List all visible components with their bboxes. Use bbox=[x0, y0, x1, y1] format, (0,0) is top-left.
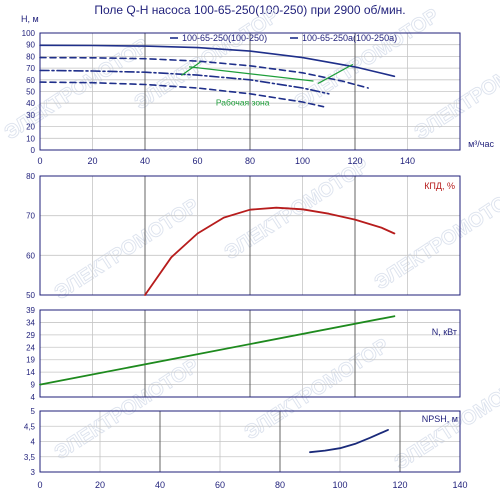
y-tick-label: 5 bbox=[31, 407, 36, 416]
watermark-text: ЭЛЕКТРОМОТОР bbox=[241, 335, 393, 445]
npsh-curve bbox=[309, 428, 389, 454]
legend-label: 100-65-250(100-250) bbox=[182, 33, 267, 43]
y-tick-label: 0 bbox=[31, 146, 36, 155]
plot-frame bbox=[39, 410, 461, 473]
y-tick-label: 90 bbox=[26, 41, 35, 50]
work-zone-pointer bbox=[189, 66, 314, 82]
y-axis-label: H, м bbox=[21, 14, 39, 24]
x-tick-label: 0 bbox=[37, 480, 42, 490]
x-tick-label: 80 bbox=[275, 480, 285, 490]
npsh-label: NPSH, м bbox=[422, 414, 458, 424]
y-tick-label: 70 bbox=[26, 64, 35, 73]
x-tick-label: 20 bbox=[87, 156, 97, 166]
legend: 100-65-250(100-250) 100-65-250a(100-250a) bbox=[170, 33, 397, 43]
y-tick-label: 80 bbox=[26, 172, 35, 181]
plot-frame bbox=[39, 309, 461, 398]
y-tick-label: 10 bbox=[26, 134, 35, 143]
efficiency-label: КПД, % bbox=[424, 181, 455, 191]
y-tick-label: 9 bbox=[31, 381, 36, 390]
x-tick-label: 20 bbox=[95, 480, 105, 490]
y-tick-label: 19 bbox=[26, 356, 35, 365]
power-label: N, кВт bbox=[432, 327, 457, 337]
x-axis-label: м³/час bbox=[468, 139, 494, 149]
plot-frame bbox=[39, 175, 461, 296]
x-tick-label: 120 bbox=[347, 156, 362, 166]
y-tick-label: 4,5 bbox=[24, 422, 36, 431]
watermark-text: ЭЛЕКТРОМОТОР bbox=[1, 35, 153, 145]
work-zone-label: Рабочая зона bbox=[216, 98, 270, 108]
y-tick-label: 30 bbox=[26, 111, 35, 120]
work-zone-boundary bbox=[317, 63, 353, 84]
y-tick-label: 50 bbox=[26, 88, 35, 97]
y-tick-label: 3 bbox=[31, 468, 36, 477]
y-tick-label: 60 bbox=[26, 76, 35, 85]
y-tick-label: 14 bbox=[26, 368, 35, 377]
legend-label: 100-65-250a(100-250a) bbox=[302, 33, 397, 43]
y-tick-label: 4 bbox=[31, 438, 36, 447]
y-tick-label: 34 bbox=[26, 318, 35, 327]
y-tick-label: 80 bbox=[26, 52, 35, 61]
panel-npsh: 3 3,5 4 4,5 5 NPSH, м 0 20 40 60 80 100 120 140 bbox=[24, 407, 468, 490]
watermark-text: ЭЛЕКТРОМОТОР bbox=[411, 35, 500, 145]
x-tick-label: 100 bbox=[295, 156, 310, 166]
y-tick-label: 60 bbox=[26, 251, 35, 260]
x-tick-label: 60 bbox=[215, 480, 225, 490]
chart-title: Поле Q-H насоса 100-65-250(100-250) при … bbox=[94, 3, 406, 17]
y-tick-label: 4 bbox=[31, 393, 36, 402]
x-tick-label: 100 bbox=[332, 480, 347, 490]
y-tick-label: 100 bbox=[22, 29, 36, 38]
x-tick-label: 60 bbox=[192, 156, 202, 166]
panel-power: 4 9 14 19 24 29 34 39 N, кВт bbox=[26, 306, 461, 402]
watermark-text: ЭЛЕКТРОМОТОР bbox=[51, 355, 203, 465]
x-tick-label: 80 bbox=[245, 156, 255, 166]
x-tick-label: 40 bbox=[155, 480, 165, 490]
watermark-text: ЭЛЕКТРОМОТОР bbox=[371, 185, 500, 295]
x-tick-label: 120 bbox=[392, 480, 407, 490]
y-tick-label: 24 bbox=[26, 343, 35, 352]
y-tick-label: 70 bbox=[26, 212, 35, 221]
x-tick-label: 40 bbox=[140, 156, 150, 166]
y-tick-label: 20 bbox=[26, 123, 35, 132]
h-series-line bbox=[39, 81, 325, 108]
y-tick-label: 29 bbox=[26, 331, 35, 340]
power-line bbox=[39, 315, 396, 386]
x-tick-label: 0 bbox=[37, 156, 42, 166]
x-tick-label: 140 bbox=[400, 156, 415, 166]
work-zone-boundary bbox=[181, 61, 201, 76]
y-tick-label: 39 bbox=[26, 306, 35, 315]
panel-h: 0 10 20 30 40 50 60 70 80 90 100 Рабочая зона 0 20 40 6… bbox=[21, 14, 494, 166]
y-tick-label: 50 bbox=[26, 291, 35, 300]
h-series-line bbox=[39, 56, 369, 89]
y-tick-label: 3,5 bbox=[24, 453, 36, 462]
y-tick-label: 40 bbox=[26, 99, 35, 108]
x-tick-label: 140 bbox=[452, 480, 467, 490]
panel-efficiency: 50 60 70 80 КПД, % bbox=[26, 172, 461, 300]
efficiency-curve bbox=[144, 206, 396, 296]
h-series-line bbox=[39, 69, 330, 95]
plot-frame bbox=[39, 32, 461, 151]
h-series-line bbox=[39, 44, 396, 78]
